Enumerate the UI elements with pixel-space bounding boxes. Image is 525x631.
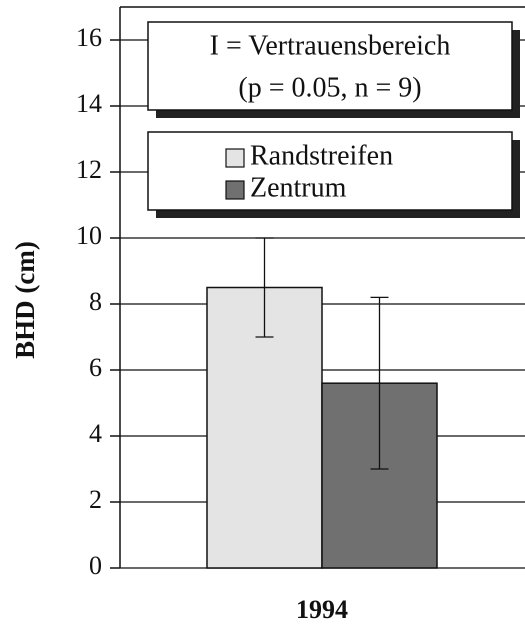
legend-label: Zentrum <box>250 172 347 203</box>
y-tick-label: 12 <box>76 155 102 184</box>
annotation-text: (p = 0.05, n = 9) <box>238 72 421 103</box>
y-tick-label: 14 <box>76 89 102 118</box>
y-tick-label: 6 <box>89 353 102 382</box>
y-tick-label: 8 <box>89 287 102 316</box>
x-tick-label: 1994 <box>296 595 348 624</box>
y-axis-label: BHD (cm) <box>10 241 40 359</box>
legend-box <box>147 131 513 211</box>
y-tick-label: 2 <box>89 485 102 514</box>
legend-label: Randstreifen <box>250 140 393 171</box>
legend-swatch <box>225 148 245 168</box>
error-bar <box>370 296 389 470</box>
annotation-box <box>147 21 513 111</box>
y-tick-label: 10 <box>76 221 102 250</box>
y-tick-label: 16 <box>76 23 102 52</box>
y-tick-label: 4 <box>89 419 102 448</box>
error-bar <box>255 237 274 338</box>
legend-swatch <box>225 180 245 200</box>
y-tick-label: 0 <box>89 551 102 580</box>
annotation-text: I = Vertrauensbereich <box>210 30 451 61</box>
